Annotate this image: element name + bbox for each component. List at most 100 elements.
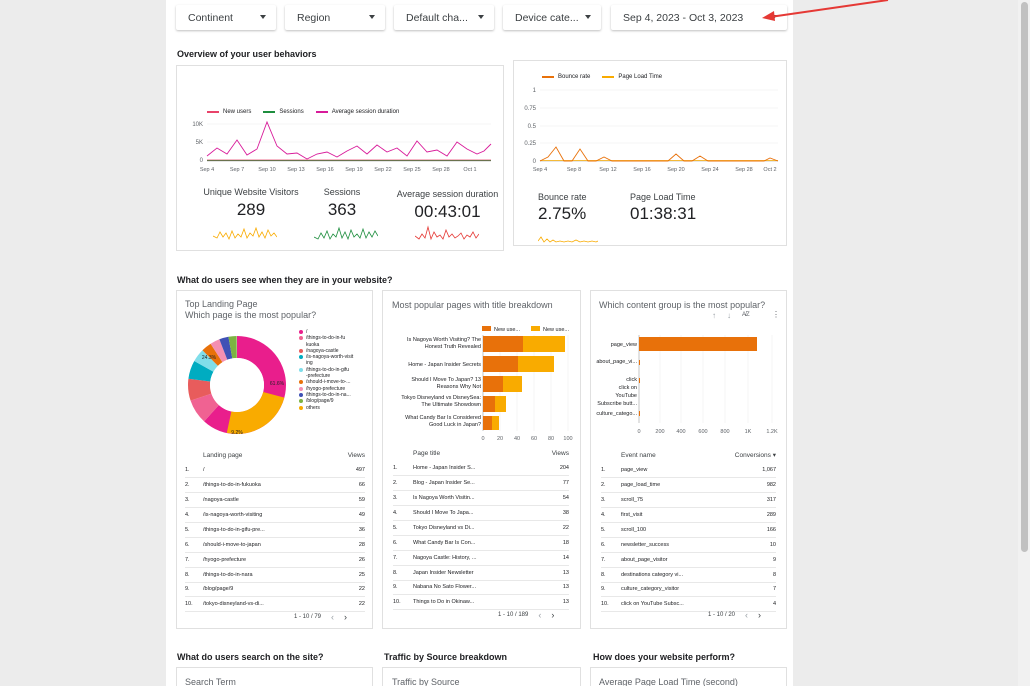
- row-index: 8.: [601, 567, 621, 583]
- legend-item[interactable]: /blog/page/9: [299, 398, 369, 404]
- legend-dot: [299, 367, 303, 372]
- table-row[interactable]: 10. click on YouTube Subsc... 4: [601, 596, 776, 613]
- table-row[interactable]: 4./is-nagoya-worth-visiting 49: [185, 507, 365, 523]
- device-category-filter[interactable]: Device cate...: [503, 5, 601, 30]
- row-index: 10.: [601, 596, 621, 613]
- legend-item[interactable]: /things-to-do-in-na...: [299, 392, 369, 398]
- avg-duration-series-line: [206, 120, 492, 160]
- column-header-views[interactable]: Views: [347, 451, 365, 459]
- x-tick-label: 20: [497, 436, 503, 442]
- table-row[interactable]: 8. Japan Insider Newsletter 13: [393, 565, 569, 581]
- table-row[interactable]: 4. first_visit 289: [601, 507, 776, 523]
- table-row[interactable]: 3. scroll_75 317: [601, 492, 776, 509]
- popular-pages-bar-chart[interactable]: New use... New use... Is Nagoya Worth Vi…: [383, 323, 580, 445]
- bounce-line-chart[interactable]: 1 0.75 0.5 0.25 0 Sep 4 Sep 8 Sep 12 Sep…: [514, 83, 786, 178]
- landing-donut-chart[interactable]: 61.6% 24.3% 9.2%: [181, 329, 293, 441]
- row-views: 54: [539, 490, 569, 507]
- table-row[interactable]: 9./blog/page/9 22: [185, 582, 365, 598]
- next-page-icon[interactable]: ›: [551, 610, 555, 620]
- table-row[interactable]: 1. Home - Japan Insider S... 204: [393, 460, 569, 477]
- table-row[interactable]: 9. Nabana No Sato Flower... 13: [393, 580, 569, 596]
- legend-item-sessions[interactable]: Sessions: [263, 109, 304, 115]
- page-scrollbar[interactable]: [1018, 0, 1030, 686]
- sort-ascending-icon[interactable]: ↑: [712, 311, 716, 320]
- legend-item[interactable]: /things-to-do-in-gifu-prefecture: [299, 367, 369, 380]
- table-row[interactable]: 3./nagoya-castle 59: [185, 492, 365, 509]
- content-group-bar-chart[interactable]: page_view about_page_vi... click click o…: [591, 331, 786, 441]
- scrollbar-thumb[interactable]: [1021, 2, 1028, 552]
- region-filter-label: Region: [297, 11, 331, 24]
- legend-item[interactable]: others: [299, 405, 369, 411]
- table-row[interactable]: 1./497: [185, 462, 365, 479]
- table-row[interactable]: 8. destinations category vi... 8: [601, 567, 776, 583]
- legend-item-avg-duration[interactable]: Average session duration: [315, 109, 399, 115]
- table-row[interactable]: 5. Tokyo Disneyland vs Di... 22: [393, 520, 569, 536]
- more-vert-icon[interactable]: ⋮: [772, 310, 780, 319]
- table-row[interactable]: 10. Things to Do in Okinaw... 13: [393, 594, 569, 611]
- sort-descending-icon[interactable]: ↓: [727, 311, 731, 320]
- column-header-views[interactable]: Views: [551, 449, 569, 457]
- legend-item[interactable]: /things-to-do-in-fukuoka: [299, 335, 369, 348]
- table-row[interactable]: 6. newsletter_success 10: [601, 537, 776, 553]
- legend-item-bounce-rate[interactable]: Bounce rate: [542, 74, 590, 80]
- legend-item[interactable]: /is-nagoya-worth-visiting: [299, 354, 369, 367]
- legend-item[interactable]: /should-i-move-to-...: [299, 379, 369, 385]
- x-tick-label: 200: [655, 429, 664, 435]
- table-row[interactable]: 2. Blog - Japan Insider Se... 77: [393, 475, 569, 492]
- table-row[interactable]: 1. page_view 1,067: [601, 462, 776, 479]
- table-row[interactable]: 7. about_page_visitor 9: [601, 552, 776, 568]
- prev-page-icon[interactable]: ‹: [538, 610, 542, 620]
- legend-item[interactable]: /hyogo-prefecture: [299, 386, 369, 392]
- sort-az-icon[interactable]: A̸Z: [742, 312, 750, 318]
- row-views: 59: [325, 492, 365, 509]
- table-row[interactable]: 8./things-to-do-in-nara 25: [185, 567, 365, 583]
- table-row[interactable]: 2./things-to-do-in-fukuoka 66: [185, 477, 365, 494]
- x-tick-label: Sep 28: [432, 167, 449, 173]
- table-row[interactable]: 6. What Candy Bar Is Con... 18: [393, 535, 569, 551]
- table-row[interactable]: 3. Is Nagoya Worth Visitin... 54: [393, 490, 569, 507]
- row-views: 204: [539, 460, 569, 477]
- legend-label: /things-to-do-in-na...: [306, 391, 351, 398]
- bar: [639, 360, 640, 365]
- column-header-landing-page[interactable]: Landing page: [203, 451, 243, 459]
- table-row[interactable]: 2. page_load_time 982: [601, 477, 776, 494]
- popular-pagination: 1 - 10 / 189 ‹ ›: [498, 610, 554, 620]
- region-filter[interactable]: Region: [285, 5, 385, 30]
- x-tick-label: Sep 8: [567, 167, 581, 173]
- x-tick-label: 400: [676, 429, 685, 435]
- row-views: 66: [325, 477, 365, 494]
- continent-filter[interactable]: Continent: [176, 5, 276, 30]
- prev-page-icon[interactable]: ‹: [745, 610, 749, 620]
- legend-label: /nagoya-castle: [306, 347, 339, 354]
- behavior-line-chart[interactable]: 10K 5K 0 Sep 4 Sep 7 Sep 10 Sep 13 Sep 1…: [177, 116, 503, 176]
- next-page-icon[interactable]: ›: [344, 612, 348, 622]
- table-row[interactable]: 5. scroll_100 166: [601, 522, 776, 538]
- table-row[interactable]: 7./hyogo-prefecture 26: [185, 552, 365, 568]
- bar-category-label: click: [626, 377, 637, 383]
- legend-item[interactable]: /nagoya-castle: [299, 348, 369, 354]
- chevron-down-icon: [585, 15, 591, 19]
- column-header-page-title[interactable]: Page title: [413, 449, 441, 457]
- legend-item-new-users[interactable]: New users: [207, 109, 251, 115]
- legend-dot: [299, 399, 303, 404]
- legend-item[interactable]: /: [299, 329, 369, 335]
- table-row[interactable]: 10./tokyo-disneyland-vs-di... 22: [185, 596, 365, 613]
- default-channel-filter[interactable]: Default cha...: [394, 5, 494, 30]
- row-index: 3.: [185, 492, 203, 509]
- column-header-event-name[interactable]: Event name: [621, 451, 656, 459]
- table-row[interactable]: 5./things-to-do-in-gifu-pre... 36: [185, 522, 365, 538]
- table-row[interactable]: 6./should-i-move-to-japan 28: [185, 537, 365, 553]
- bar: [639, 411, 640, 416]
- next-page-icon[interactable]: ›: [758, 610, 762, 620]
- legend-item-page-load-time[interactable]: Page Load Time: [602, 74, 662, 80]
- table-row[interactable]: 9. culture_category_visitor 7: [601, 582, 776, 598]
- x-tick-label: Sep 25: [403, 167, 420, 173]
- row-page: /tokyo-disneyland-vs-di...: [203, 596, 325, 613]
- prev-page-icon[interactable]: ‹: [331, 612, 335, 622]
- row-conversions: 7: [722, 582, 776, 598]
- column-header-conversions[interactable]: Conversions ▾: [722, 448, 776, 463]
- x-tick-label: 100: [563, 436, 572, 442]
- date-range-filter[interactable]: Sep 4, 2023 - Oct 3, 2023: [611, 5, 787, 30]
- table-row[interactable]: 7. Nagoya Castle: History, ... 14: [393, 550, 569, 566]
- table-row[interactable]: 4. Should I Move To Japa... 38: [393, 505, 569, 521]
